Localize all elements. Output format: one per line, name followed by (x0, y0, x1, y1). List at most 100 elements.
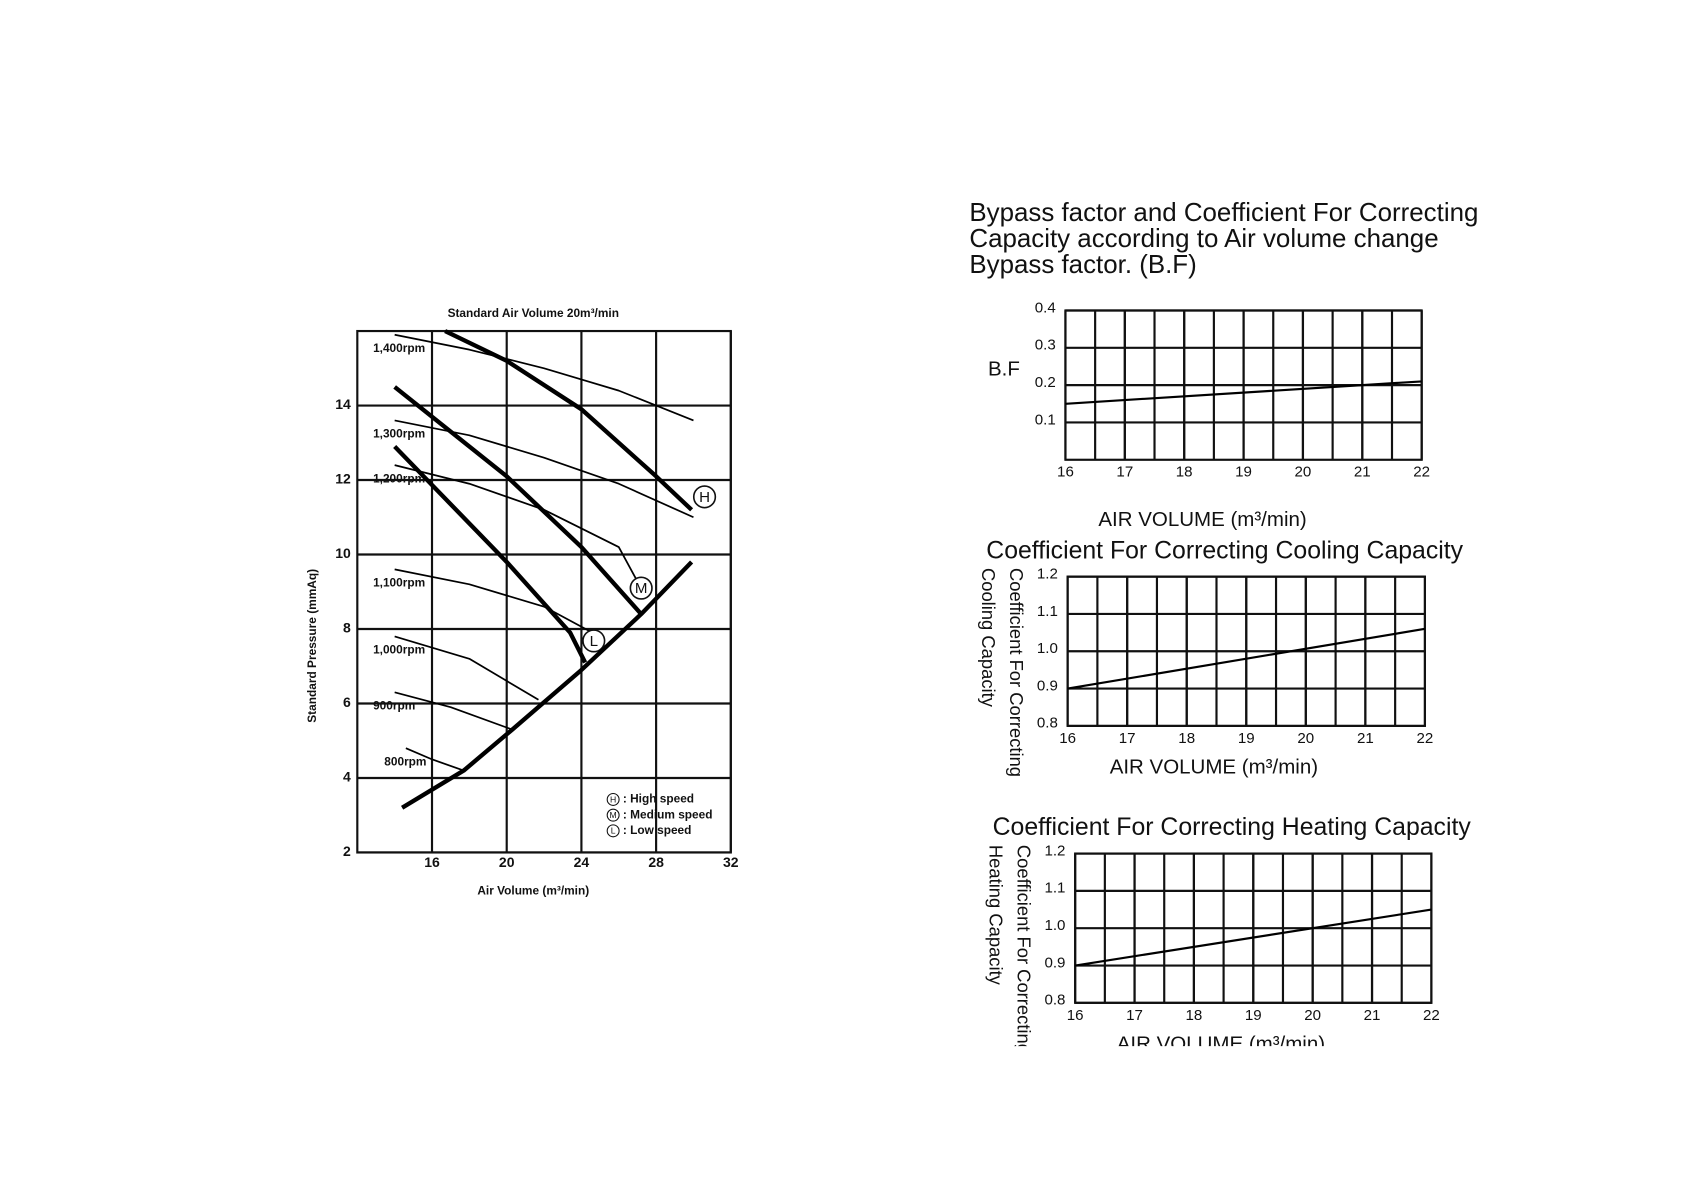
x-tick-label: 32 (723, 854, 739, 870)
y-tick-label: 6 (343, 694, 351, 710)
plot-frame (356, 329, 732, 854)
x-tick-label: 24 (574, 854, 590, 870)
curve-label: 1,100rpm (373, 576, 425, 590)
x-tick-label: 19 (1238, 730, 1255, 747)
y-axis-label: Heating Capacity (985, 845, 1006, 986)
y-tick-label: 0.3 (1035, 337, 1056, 354)
y-axis-label: B.F (988, 357, 1020, 380)
y-tick-label: 0.9 (1044, 954, 1065, 971)
series-line (394, 568, 594, 634)
x-tick-label: 17 (1116, 464, 1133, 481)
legend-marker-label: L (611, 826, 616, 836)
curve-label: 1,300rpm (373, 427, 425, 441)
x-tick-label: 16 (1057, 464, 1074, 481)
x-axis-label: AIR VOLUME (m³/min) (1098, 508, 1306, 531)
y-tick-label: 10 (335, 545, 351, 561)
series-line (1075, 908, 1432, 967)
x-axis-label: Air Volume (m³/min) (477, 884, 589, 898)
series-line (1065, 380, 1422, 405)
curve-marker (629, 576, 653, 600)
series-line (394, 635, 539, 701)
x-tick-label: 21 (1354, 464, 1371, 481)
x-tick-label: 22 (1423, 1007, 1440, 1024)
legend-marker (606, 824, 620, 838)
y-tick-label: 0.8 (1037, 715, 1058, 732)
chart: 0.1 0.2 0.3 0.4 16 17 18 19 20 21 22 Bypass factor … (969, 199, 1478, 531)
curve-label: 1,000rpm (373, 643, 425, 657)
series-line (394, 419, 694, 519)
curve-marker-label: L (590, 633, 598, 650)
series-line (1067, 627, 1426, 690)
series-line (394, 691, 513, 731)
x-tick-label: 21 (1364, 1007, 1381, 1024)
legend-label: : High speed (623, 792, 694, 806)
curve-marker-label: M (635, 580, 648, 597)
x-tick-label: 19 (1235, 464, 1252, 481)
x-tick-label: 28 (648, 854, 664, 870)
chart: 0.8 0.9 1.0 1.1 1.2 16 17 18 19 20 21 22 Coefficient… (978, 537, 1464, 778)
curve-marker (692, 485, 717, 509)
legend-marker-label: M (610, 810, 617, 820)
curve-marker-label: H (699, 489, 710, 506)
chart: 0.8 0.9 1.0 1.1 1.2 16 17 18 19 20 21 22 Coefficient… (985, 814, 1472, 1055)
x-tick-label: 16 (1067, 1007, 1084, 1024)
chart-title: Bypass factor and Coefficient For Correc… (969, 199, 1478, 227)
legend-marker-label: H (610, 794, 616, 804)
x-tick-label: 20 (1295, 464, 1312, 481)
x-tick-label: 20 (499, 854, 515, 870)
x-axis-label: AIR VOLUME (m³/min) (1117, 1032, 1325, 1055)
y-axis-label: Cooling Capacity (978, 568, 999, 708)
series-line (393, 444, 588, 664)
chart-subtitle: Bypass factor. (B.F) (969, 251, 1196, 279)
legend-marker (606, 808, 620, 822)
chart-title: Standard Air Volume 20m³/min (448, 306, 619, 320)
y-tick-label: 1.2 (1044, 842, 1065, 859)
y-tick-label: 1.1 (1044, 880, 1065, 897)
series-line (444, 329, 694, 512)
y-tick-label: 12 (335, 471, 351, 487)
series-line (401, 560, 694, 810)
x-tick-label: 18 (1176, 464, 1193, 481)
y-tick-label: 1.0 (1044, 917, 1065, 934)
x-tick-label: 18 (1178, 730, 1195, 747)
series-line (393, 385, 643, 616)
y-tick-label: 0.9 (1037, 677, 1058, 694)
x-tick-label: 16 (1059, 730, 1076, 747)
y-tick-label: 1.2 (1037, 565, 1058, 582)
y-axis-label: Standard Pressure (mmAq) (305, 569, 319, 723)
x-tick-label: 18 (1186, 1007, 1203, 1024)
curve-label: 800rpm (384, 754, 426, 768)
legend-label: : Medium speed (623, 807, 713, 821)
y-tick-label: 4 (343, 769, 351, 785)
curve-label: 900rpm (373, 699, 415, 713)
y-tick-label: 8 (343, 620, 351, 636)
y-tick-label: 1.1 (1037, 603, 1058, 620)
y-tick-label: 0.2 (1035, 374, 1056, 391)
x-tick-label: 20 (1297, 730, 1314, 747)
x-tick-label: 22 (1413, 464, 1430, 481)
series-line (405, 747, 465, 772)
x-tick-label: 17 (1126, 1007, 1143, 1024)
chart-title: Capacity according to Air volume change (969, 225, 1438, 253)
y-tick-label: 14 (335, 396, 351, 412)
legend-marker (606, 792, 620, 806)
curve-label: 1,400rpm (373, 341, 425, 355)
y-tick-label: 0.8 (1044, 992, 1065, 1009)
x-tick-label: 21 (1357, 730, 1374, 747)
y-tick-label: 1.0 (1037, 640, 1058, 657)
y-tick-label: 0.1 (1035, 411, 1056, 428)
x-tick-label: 22 (1417, 730, 1434, 747)
chart-title: Coefficient For Correcting Heating Capac… (993, 814, 1472, 841)
series-line (394, 333, 694, 422)
chart-title: Coefficient For Correcting Cooling Capac… (986, 537, 1463, 564)
curve-label: 1,200rpm (373, 471, 425, 485)
x-axis-label: AIR VOLUME (m³/min) (1110, 755, 1318, 778)
x-tick-label: 16 (424, 854, 440, 870)
y-tick-label: 2 (343, 843, 351, 859)
y-axis-label: Coefficient For Correcting (1006, 568, 1027, 777)
curve-marker (582, 629, 606, 653)
